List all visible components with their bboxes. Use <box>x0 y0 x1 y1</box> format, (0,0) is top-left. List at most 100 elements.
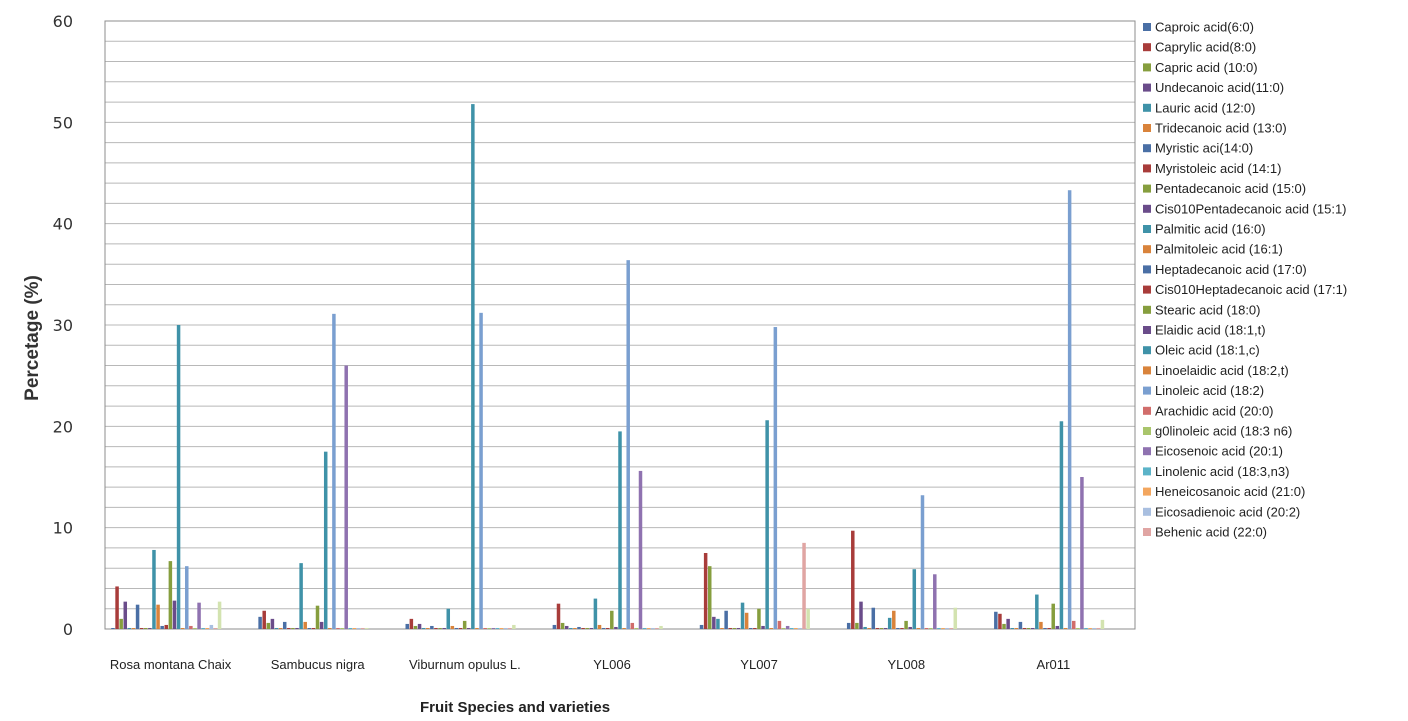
bar <box>646 627 651 629</box>
bar <box>904 620 908 629</box>
bar <box>748 627 753 629</box>
bar <box>577 626 581 629</box>
bar <box>148 627 152 629</box>
bar <box>712 616 716 629</box>
bar <box>430 625 434 629</box>
legend-label: Caprylic acid(8:0) <box>1155 40 1256 55</box>
bar <box>467 627 471 629</box>
bar <box>581 627 585 629</box>
bar <box>626 260 630 629</box>
bar <box>933 574 937 629</box>
x-category-label: YL006 <box>593 657 631 672</box>
bar <box>291 627 295 629</box>
bar <box>883 627 888 629</box>
legend-swatch <box>1143 103 1151 112</box>
bar <box>446 608 451 629</box>
bar <box>892 610 896 629</box>
legend-label: Pentadecanoic acid (15:0) <box>1155 181 1306 196</box>
bar <box>495 627 500 629</box>
bar <box>806 608 810 629</box>
y-tick-label: 40 <box>53 215 73 234</box>
legend-label: Cis010Heptadecanoic acid (17:1) <box>1155 282 1347 297</box>
bar <box>1006 618 1010 629</box>
bar <box>295 627 299 629</box>
bar <box>348 627 353 629</box>
bar <box>945 627 949 629</box>
bar <box>1067 190 1072 630</box>
bar <box>601 627 606 629</box>
x-category-label: Viburnum opulus L. <box>409 657 521 672</box>
bar <box>405 623 410 629</box>
legend-swatch <box>1143 447 1151 456</box>
bar <box>736 627 741 629</box>
bar <box>278 627 283 629</box>
bar <box>499 627 504 629</box>
bar <box>1080 477 1084 629</box>
bar <box>773 327 778 629</box>
legend-swatch <box>1143 124 1151 132</box>
legend-label: Myristic aci(14:0) <box>1155 141 1253 156</box>
bar <box>605 627 610 629</box>
legend-swatch <box>1143 366 1151 375</box>
bar <box>319 621 324 629</box>
legend-label: Stearic acid (18:0) <box>1155 302 1261 317</box>
bar <box>409 618 414 629</box>
legend-label: Caproic acid(6:0) <box>1155 20 1254 35</box>
bar <box>262 610 266 629</box>
legend-swatch <box>1143 386 1151 395</box>
bar <box>458 627 463 629</box>
bar <box>213 627 218 629</box>
bar <box>164 624 169 629</box>
bar <box>794 627 798 629</box>
legend-swatch <box>1143 406 1151 415</box>
bar <box>638 470 643 629</box>
legend-swatch <box>1143 144 1151 153</box>
bar <box>724 610 728 629</box>
legend-label: Eicosenoic acid (20:1) <box>1155 444 1283 459</box>
x-category-label: YL008 <box>888 657 926 672</box>
legend-swatch <box>1143 265 1151 274</box>
bar <box>949 627 953 629</box>
bar <box>614 626 618 629</box>
bar <box>1018 621 1023 629</box>
legend-swatch <box>1143 43 1151 52</box>
bar <box>209 624 214 629</box>
bar <box>282 621 287 629</box>
bar <box>1076 627 1080 629</box>
legend-label: Heptadecanoic acid (17:0) <box>1155 262 1307 277</box>
bar <box>1051 603 1055 629</box>
bar <box>740 602 745 629</box>
bar <box>483 627 487 629</box>
bar <box>564 625 569 629</box>
bar <box>197 602 201 629</box>
bar <box>1043 627 1047 629</box>
legend-label: Tridecanoic acid (13:0) <box>1155 121 1287 136</box>
bar <box>937 627 941 629</box>
x-category-label: Rosa montana Chaix <box>110 657 232 672</box>
bar <box>597 624 602 629</box>
legend-swatch <box>1143 285 1151 294</box>
bar <box>299 563 303 629</box>
bar <box>1063 627 1068 629</box>
bar <box>258 616 262 629</box>
y-tick-label: 50 <box>53 113 73 132</box>
bar <box>315 605 320 629</box>
bar <box>307 627 312 629</box>
bar <box>781 627 786 629</box>
bar <box>630 622 635 629</box>
legend-label: Lauric acid (12:0) <box>1155 100 1255 115</box>
bar <box>270 618 275 629</box>
x-category-label: YL007 <box>740 657 778 672</box>
legend-swatch <box>1143 528 1151 536</box>
bar <box>659 625 663 629</box>
bar <box>434 627 438 629</box>
bar <box>732 627 737 629</box>
bar <box>189 625 193 629</box>
y-tick-label: 60 <box>53 12 73 31</box>
bar <box>1092 627 1096 629</box>
bar <box>753 627 757 629</box>
bar <box>512 624 516 629</box>
bar <box>450 625 455 629</box>
bar <box>1010 627 1014 629</box>
